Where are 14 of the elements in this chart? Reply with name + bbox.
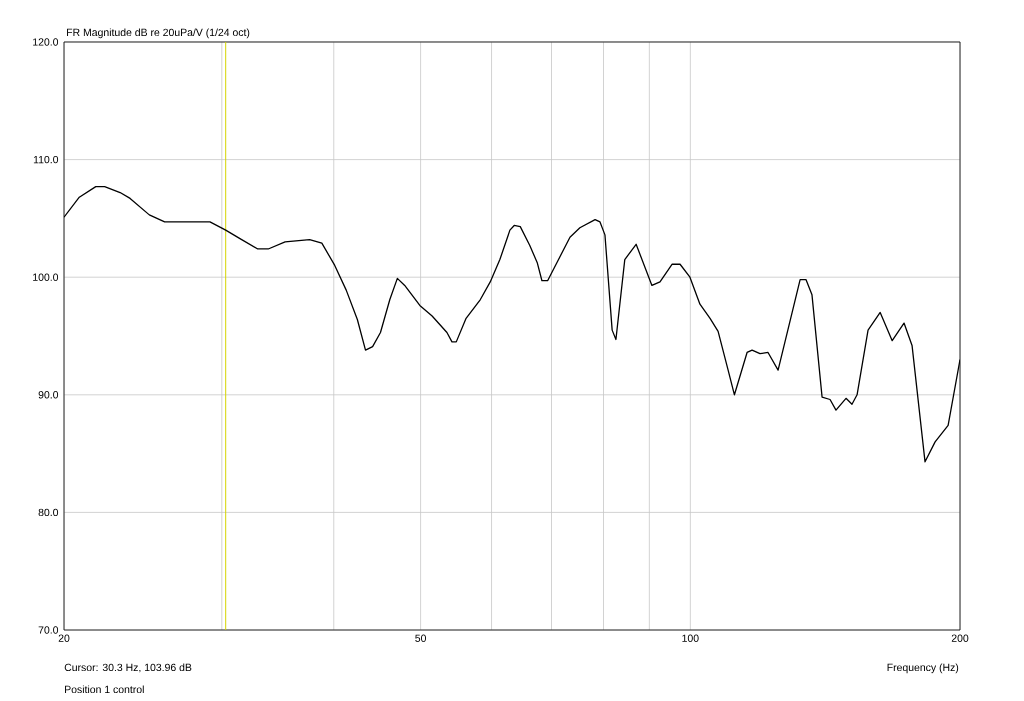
y-tick-label: 120.0 (33, 38, 59, 46)
chart-title: FR Magnitude dB re 20uPa/V (1/24 oct) (67, 28, 250, 39)
x-axis-title: Frequency (Hz) (887, 663, 959, 674)
x-tick-label: 20 (58, 634, 70, 642)
y-tick-label: 100.0 (33, 273, 59, 281)
y-tick-label: 80.0 (38, 508, 59, 517)
x-tick-label: 200 (951, 634, 969, 642)
x-tick-label: 100 (682, 634, 699, 642)
x-tick-label: 50 (415, 634, 427, 642)
text: Cursor: 30.3 Hz, 103.96 dB (64, 663, 192, 673)
y-tick-label: 110.0 (33, 155, 59, 164)
y-tick-label: 70.0 (38, 626, 59, 634)
y-tick-label: 90.0 (38, 391, 59, 399)
text: Position 1 control (65, 685, 144, 694)
